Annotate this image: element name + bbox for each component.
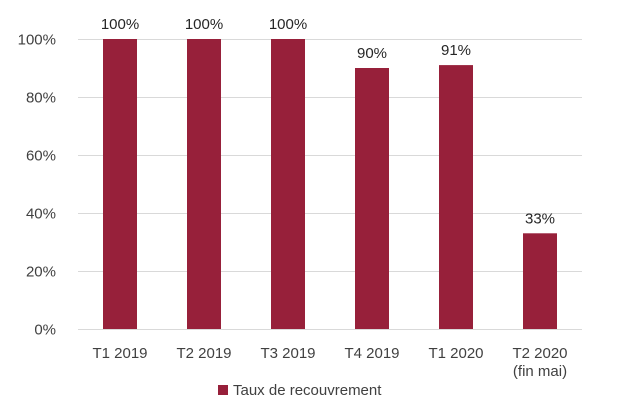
data-label: 100% — [185, 16, 223, 33]
legend: Taux de recouvrement — [218, 382, 382, 399]
data-label: 100% — [269, 16, 307, 33]
x-tick-label: T1 2020 — [428, 345, 483, 362]
data-label: 90% — [357, 45, 387, 62]
bar — [187, 39, 221, 329]
x-tick-label: T2 2020 — [512, 345, 567, 362]
x-tick-label: T1 2019 — [92, 345, 147, 362]
x-tick-label: T4 2019 — [344, 345, 399, 362]
bar — [439, 65, 473, 329]
x-tick-label: (fin mai) — [513, 363, 567, 380]
legend-swatch — [218, 385, 228, 395]
y-tick-label: 40% — [26, 206, 56, 223]
data-label: 91% — [441, 42, 471, 59]
bar — [103, 39, 137, 329]
y-tick-label: 100% — [18, 32, 56, 49]
gridlines — [78, 39, 582, 330]
bars — [103, 39, 557, 329]
y-tick-label: 80% — [26, 90, 56, 107]
y-axis-tick-labels: 0% 20% 40% 60% 80% 100% — [18, 32, 56, 339]
data-labels: 100% 100% 100% 90% 91% 33% — [101, 16, 555, 227]
x-axis-tick-labels: T1 2019 T2 2019 T3 2019 T4 2019 T1 2020 T2 20… — [92, 345, 567, 380]
y-tick-label: 20% — [26, 264, 56, 281]
bar — [355, 68, 389, 329]
bar — [271, 39, 305, 329]
data-label: 33% — [525, 210, 555, 227]
x-tick-label: T3 2019 — [260, 345, 315, 362]
y-tick-label: 0% — [34, 322, 56, 339]
y-tick-label: 60% — [26, 148, 56, 165]
x-tick-label: T2 2019 — [176, 345, 231, 362]
data-label: 100% — [101, 16, 139, 33]
bar — [523, 233, 557, 329]
legend-label: Taux de recouvrement — [233, 382, 382, 399]
